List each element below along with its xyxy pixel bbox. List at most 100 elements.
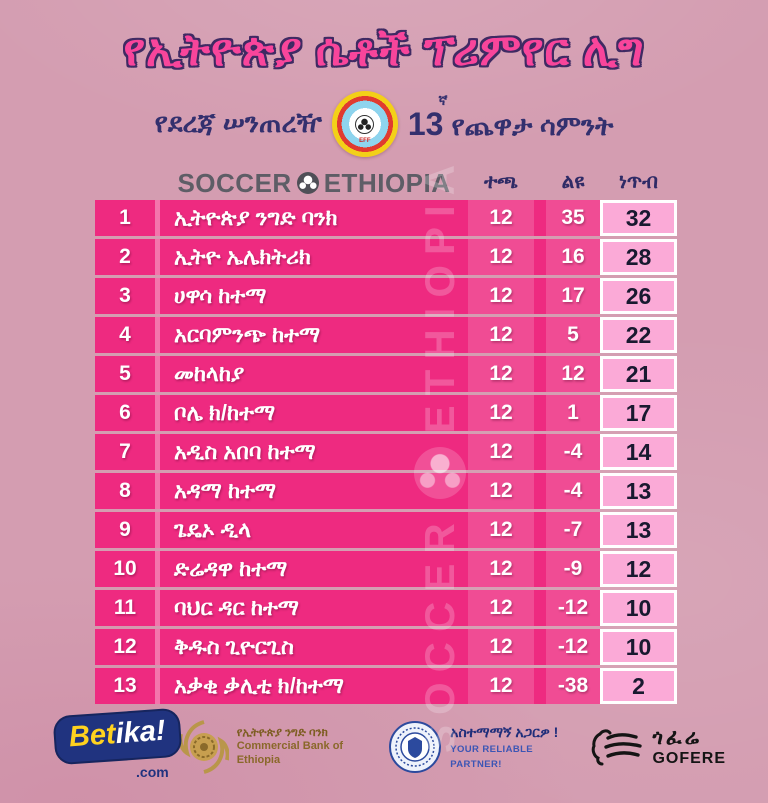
team-name-cell: ባህር ዳር ከተማ: [174, 595, 299, 620]
federation-logo-text: EFF: [359, 138, 371, 144]
cell-gap: [534, 668, 546, 704]
rank-cell: 11: [113, 596, 137, 619]
played-cell: 12: [468, 395, 534, 431]
week-number: 13 ኛ: [407, 92, 448, 143]
week-ordinal-suffix: ኛ: [438, 91, 448, 108]
points-cell: 14: [600, 434, 677, 470]
played-cell: 12: [468, 473, 534, 509]
cell-gap: [534, 629, 546, 665]
points-cell: 21: [600, 356, 677, 392]
table-body: 1 ኢትዮጵያ ንግድ ባንክ 12 35 32 2 ኢትዮ ኤሌክትሪክ 12…: [95, 200, 677, 704]
played-cell: 12: [468, 278, 534, 314]
played-cell: 12: [468, 356, 534, 392]
standings-label: የደረጃ ሠንጠረዥ: [154, 108, 322, 138]
rank-cell: 5: [119, 362, 131, 385]
cell-gap: [534, 317, 546, 353]
goal-diff-cell: -7: [546, 512, 600, 548]
played-cell: 12: [468, 434, 534, 470]
betika-ika-text: ika!: [114, 714, 167, 750]
goal-diff-cell: 12: [546, 356, 600, 392]
gofere-english-name: GOFERE: [652, 749, 726, 767]
betika-logo: Betika!: [54, 709, 181, 763]
points-cell: 10: [600, 590, 677, 626]
played-cell: 12: [468, 200, 534, 236]
insurance-text: አስተማማኝ አጋርዎ ! YOUR RELIABLE PARTNER!: [450, 722, 586, 772]
goal-diff-cell: -12: [546, 590, 600, 626]
brand-left-text: SOCCER: [177, 168, 292, 198]
rank-cell: 9: [119, 518, 131, 541]
week-number-text: 13: [407, 105, 444, 142]
cell-divider: [155, 356, 160, 392]
points-cell: 17: [600, 395, 677, 431]
cell-divider: [155, 551, 160, 587]
team-name-cell: መከላከያ: [174, 361, 245, 386]
table-row: 6 ቦሌ ክ/ከተማ 12 1 17: [95, 395, 677, 431]
goal-diff-cell: -4: [546, 473, 600, 509]
rank-cell: 1: [119, 206, 131, 229]
gofere-amharic-name: ጎፈሬ: [652, 725, 702, 749]
sponsors-footer: Betika! .com የኢትዮጵያ ንግድ ባንክ Commercial B…: [0, 705, 768, 789]
rank-cell: 10: [113, 557, 137, 580]
team-name-cell: አርባምንጭ ከተማ: [174, 322, 321, 347]
goal-diff-cell: 35: [546, 200, 600, 236]
gofere-lion-icon: [592, 729, 643, 766]
points-cell: 28: [600, 239, 677, 275]
goal-diff-cell: -4: [546, 434, 600, 470]
cell-divider: [155, 200, 160, 236]
goal-diff-cell: 5: [546, 317, 600, 353]
team-name-cell: አዳማ ከተማ: [174, 478, 277, 503]
played-cell: 12: [468, 512, 534, 548]
team-name-cell: ኢትዮጵያ ንግድ ባንክ: [174, 205, 338, 230]
table-header-row: SOCCER ETHIOPIA ተጫ ልዩ ነጥብ: [95, 165, 677, 198]
cell-gap: [534, 434, 546, 470]
table-row: 4 አርባምንጭ ከተማ 12 5 22: [95, 317, 677, 353]
betika-bet-text: Bet: [67, 717, 117, 753]
cbe-english-name: Commercial Bank of Ethiopia: [236, 740, 344, 767]
cell-gap: [534, 395, 546, 431]
table-row: 1 ኢትዮጵያ ንግድ ባንክ 12 35 32: [95, 200, 677, 236]
subtitle-row: የደረጃ ሠንጠረዥ EFF 13 ኛ የጨዋታ ሳምንት: [0, 91, 768, 157]
table-row: 9 ጌዴኦ ዲላ 12 -7 13: [95, 512, 677, 548]
goal-diff-cell: -12: [546, 629, 600, 665]
cell-divider: [155, 278, 160, 314]
page-title: የኢትዮጵያ ሴቶች ፕሪምየር ሊግ: [123, 26, 645, 75]
table-row: 7 አዲስ አበባ ከተማ 12 -4 14: [95, 434, 677, 470]
table-row: 12 ቅዱስ ጊዮርጊስ 12 -12 10: [95, 629, 677, 665]
rank-cell: 6: [119, 401, 131, 424]
points-cell: 26: [600, 278, 677, 314]
points-cell: 12: [600, 551, 677, 587]
table-row: 2 ኢትዮ ኤሌክትሪክ 12 16 28: [95, 239, 677, 275]
cell-gap: [534, 473, 546, 509]
points-cell: 22: [600, 317, 677, 353]
played-cell: 12: [468, 590, 534, 626]
sponsor-gofere: ጎፈሬ GOFERE: [586, 724, 726, 770]
goal-diff-cell: -38: [546, 668, 600, 704]
cell-divider: [155, 434, 160, 470]
table-row: 8 አዳማ ከተማ 12 -4 13: [95, 473, 677, 509]
cell-divider: [155, 473, 160, 509]
cell-gap: [534, 590, 546, 626]
gofere-text: ጎፈሬ GOFERE: [652, 726, 726, 769]
team-name-cell: ጌዴኦ ዲላ: [174, 517, 252, 542]
insurance-english-slogan: YOUR RELIABLE PARTNER!: [450, 744, 534, 770]
points-cell: 2: [600, 668, 677, 704]
week-label-text: የጨዋታ ሳምንት: [451, 110, 614, 141]
played-cell: 12: [468, 317, 534, 353]
rank-cell: 8: [119, 479, 131, 502]
sponsor-commercial-bank: የኢትዮጵያ ንግድ ባንክ Commercial Bank of Ethiop…: [178, 720, 389, 774]
table-row: 5 መከላከያ 12 12 21: [95, 356, 677, 392]
cell-divider: [155, 395, 160, 431]
sponsor-insurance: አስተማማኝ አጋርዎ ! YOUR RELIABLE PARTNER!: [388, 720, 586, 774]
commercial-bank-text: የኢትዮጵያ ንግድ ባንክ Commercial Bank of Ethiop…: [237, 726, 389, 768]
soccer-ball-icon: [296, 172, 319, 194]
points-cell: 10: [600, 629, 677, 665]
goal-diff-cell: 1: [546, 395, 600, 431]
table-row: 11 ባህር ዳር ከተማ 12 -12 10: [95, 590, 677, 626]
cell-divider: [155, 239, 160, 275]
betika-com-text: .com: [136, 764, 169, 781]
rank-cell: 7: [119, 440, 131, 463]
cell-gap: [534, 278, 546, 314]
insurance-amharic-slogan: አስተማማኝ አጋርዎ !: [450, 724, 559, 741]
team-name-cell: ቦሌ ክ/ከተማ: [174, 400, 276, 425]
